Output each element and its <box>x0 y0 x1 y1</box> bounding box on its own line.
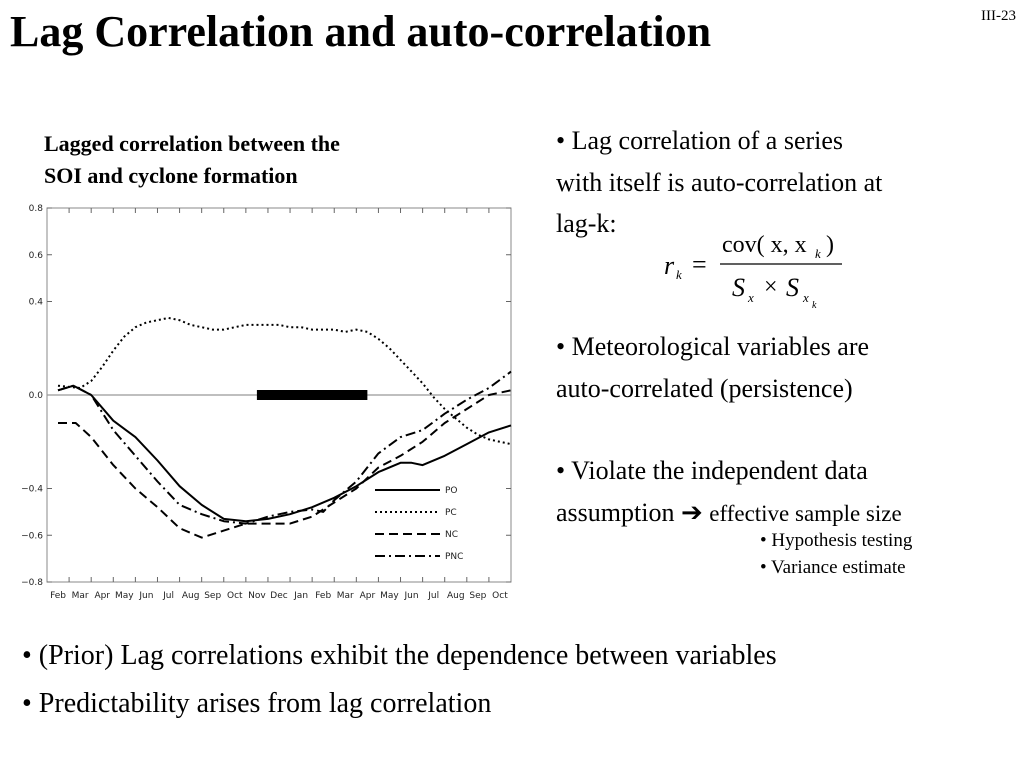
legend-label-nc: NC <box>445 530 458 540</box>
chart-caption-line-2: SOI and cyclone formation <box>44 162 298 188</box>
x-tick-label: Apr <box>94 591 110 601</box>
highlight-bar <box>256 390 368 400</box>
formula-numerator: cov( x, x <box>722 232 807 258</box>
x-tick-label: Sep <box>469 591 486 601</box>
x-tick-label: Oct <box>227 591 243 601</box>
bullet-independence: • Violate the independent data assumptio… <box>556 450 1016 533</box>
x-tick-label: Jul <box>162 591 174 601</box>
x-tick-label: May <box>380 591 399 601</box>
x-tick-label: Nov <box>248 591 266 601</box>
bullet-marker: • <box>556 456 566 485</box>
bottom-bullet-dependence: • (Prior) Lag correlations exhibit the d… <box>22 640 777 671</box>
x-tick-label: Apr <box>360 591 376 601</box>
autocorrelation-formula: r k = cov( x, x k ) S x × S x k <box>664 232 842 311</box>
bullet-1-line-1: Lag correlation of a series <box>571 126 844 155</box>
y-tick-label: 0.8 <box>29 204 44 214</box>
x-tick-label: Jul <box>427 591 439 601</box>
x-tick-label: Sep <box>204 591 221 601</box>
bullet-3-line-1: Violate the independent data <box>571 456 868 485</box>
sub-bullet-variance: • Variance estimate <box>760 557 906 578</box>
x-tick-label: Jun <box>404 591 419 601</box>
bullet-2-line-1: Meteorological variables are <box>571 332 870 361</box>
legend-label-pc: PC <box>445 508 457 518</box>
x-tick-label: Jan <box>293 591 308 601</box>
bullet-3-line-2: assumption <box>556 497 675 527</box>
bullet-1-line-2: with itself is auto-correlation at <box>556 167 883 197</box>
y-tick-label: 0.6 <box>29 251 44 261</box>
legend-label-pnc: PNC <box>445 552 463 562</box>
formula-sx-subscript: x <box>747 290 754 305</box>
bullet-2-line-2: auto-correlated (persistence) <box>556 373 853 403</box>
formula-sxk-subsubscript: k <box>812 300 817 311</box>
effective-sample-size: effective sample size <box>709 500 902 526</box>
arrow-right-icon: ➔ <box>680 497 703 527</box>
sub-bullet-hypothesis: • Hypothesis testing <box>760 530 913 551</box>
bullet-marker: • <box>556 126 566 155</box>
formula-numerator-subscript: k <box>815 246 821 261</box>
x-tick-label: Feb <box>50 591 66 601</box>
slide-number: III-23 <box>981 8 1016 24</box>
formula-r-subscript: k <box>676 267 682 282</box>
formula-numerator-close: ) <box>826 232 834 258</box>
formula-sxk: S <box>786 273 799 302</box>
x-tick-label: Jun <box>138 591 153 601</box>
series-line-pc <box>57 316 512 446</box>
formula-sxk-subscript: x <box>802 290 809 305</box>
formula-sx: S <box>732 273 745 302</box>
y-tick-label: −0.8 <box>21 578 43 588</box>
series-line-po <box>57 384 512 523</box>
x-tick-label: Aug <box>447 591 465 601</box>
y-tick-label: 0.0 <box>29 391 44 401</box>
x-tick-label: Mar <box>72 591 89 601</box>
y-tick-label: −0.4 <box>21 485 43 495</box>
formula-r: r <box>664 251 675 280</box>
bullet-persistence: • Meteorological variables are auto-corr… <box>556 326 1016 409</box>
chart-caption-line-1: Lagged correlation between the <box>44 131 340 156</box>
x-tick-label: Feb <box>315 591 331 601</box>
bottom-bullet-predictability: • Predictability arises from lag correla… <box>22 688 492 719</box>
y-tick-label: 0.4 <box>29 298 44 308</box>
bullet-autocorrelation: • Lag correlation of a series with itsel… <box>556 120 1016 245</box>
bullet-marker: • <box>556 332 566 361</box>
x-tick-label: May <box>115 591 134 601</box>
chart-caption: Lagged correlation between the SOI and c… <box>44 128 340 192</box>
x-tick-label: Mar <box>337 591 354 601</box>
slide-title: Lag Correlation and auto-correlation <box>10 7 712 56</box>
legend-label-po: PO <box>445 486 458 496</box>
series-line-nc <box>58 389 512 539</box>
series-line-pnc <box>57 370 512 525</box>
lag-correlation-chart: 0.8 0.6 0.4 0.0 −0.4 −0.6 −0.8 Feb Mar Apr May Jun J… <box>21 204 512 601</box>
formula-equals: = <box>692 250 707 279</box>
x-tick-label: Oct <box>492 591 508 601</box>
bullet-1-line-3: lag-k: <box>556 209 617 239</box>
y-tick-label: −0.6 <box>21 531 43 541</box>
x-tick-label: Aug <box>182 591 200 601</box>
x-tick-label: Dec <box>270 591 287 601</box>
formula-times: × <box>764 274 778 300</box>
